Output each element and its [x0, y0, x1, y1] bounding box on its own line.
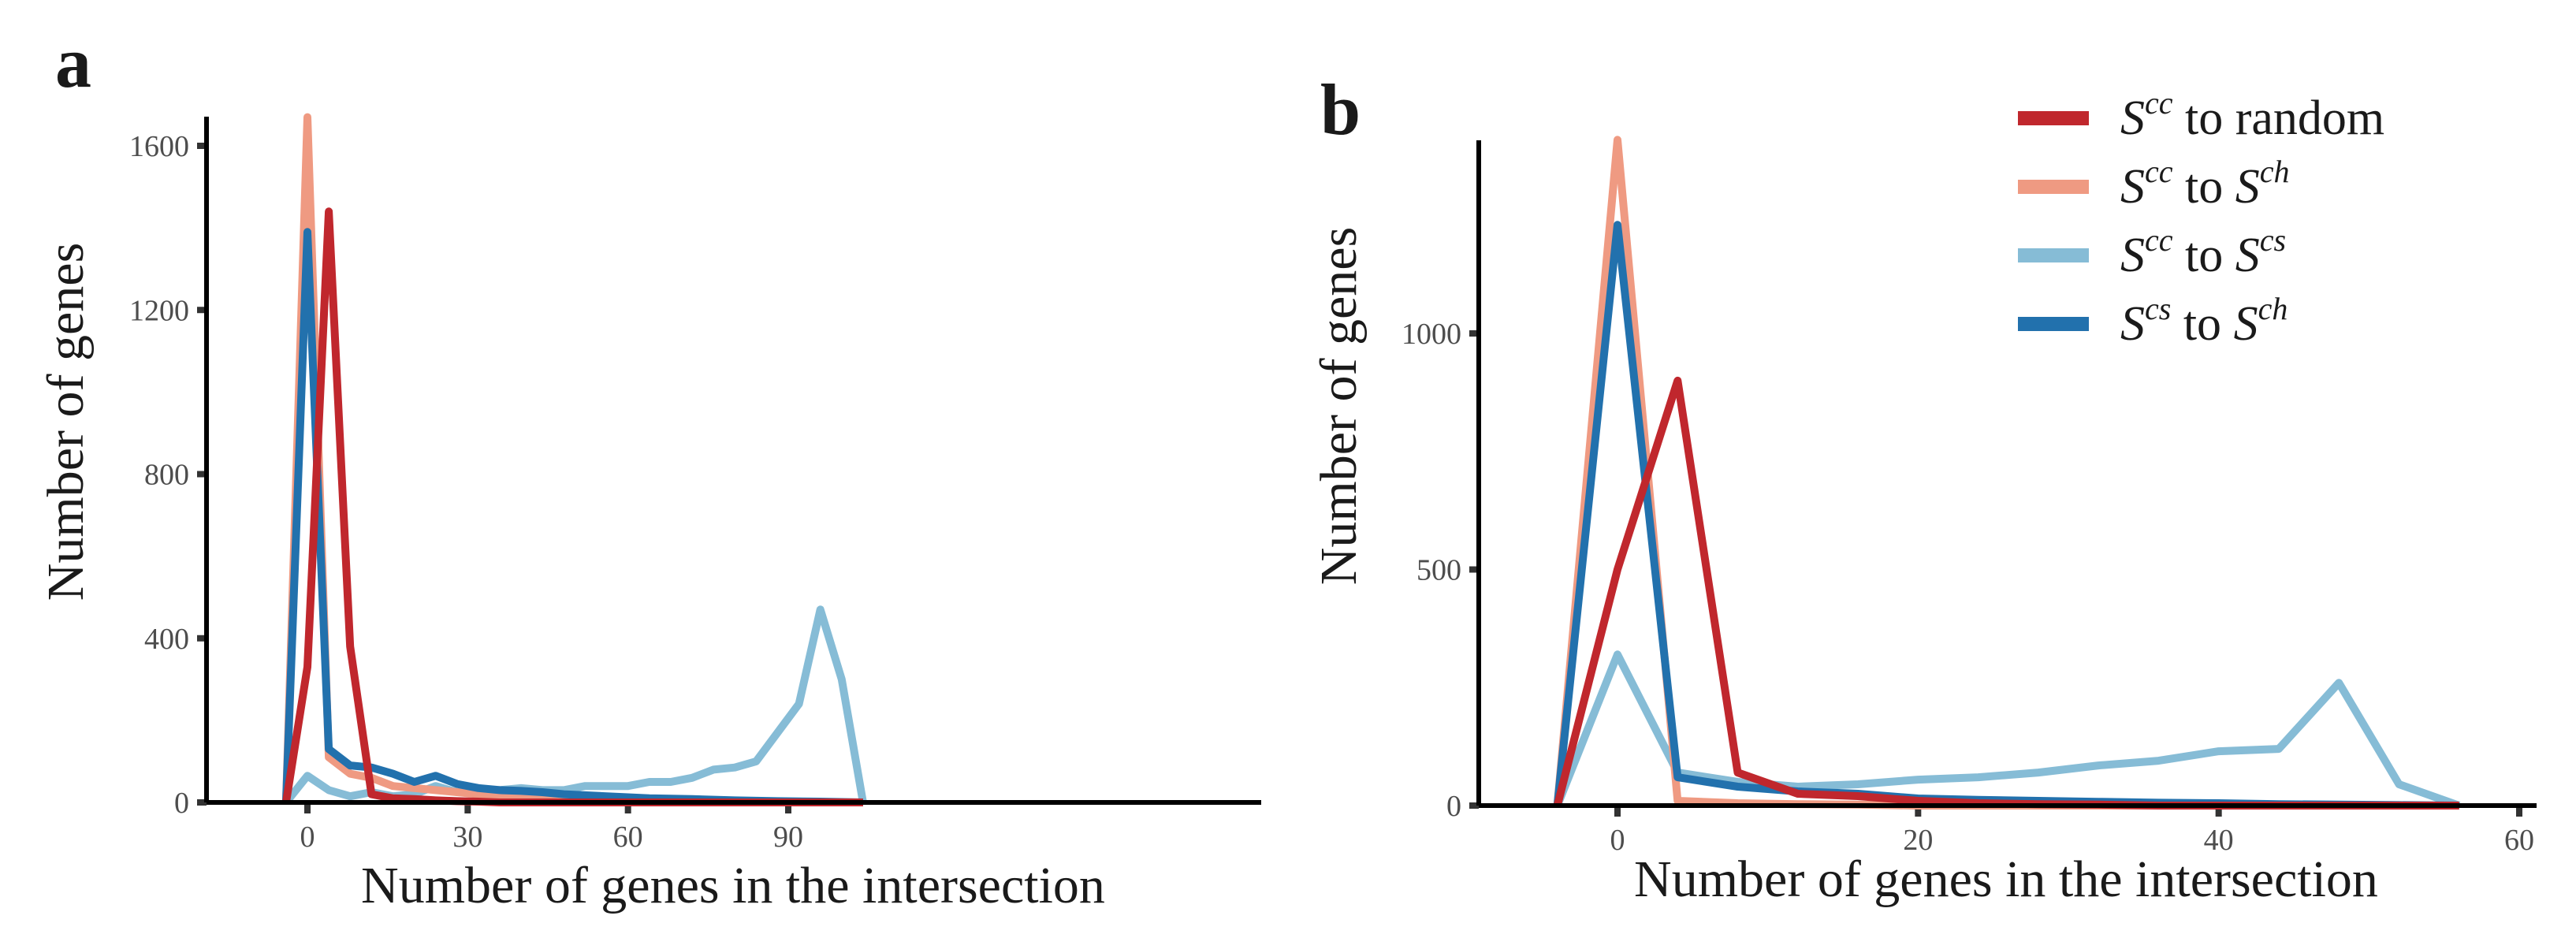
- legend-superscript-target: cs: [2260, 222, 2286, 258]
- panel-b-series-cs-ch: [1553, 221, 2459, 810]
- legend-connector: to: [2173, 229, 2235, 282]
- legend-symbol: S: [2120, 91, 2145, 145]
- legend-connector: to: [2173, 91, 2235, 145]
- legend-superscript: cs: [2145, 291, 2171, 326]
- panel-a: 0 400 800 1200 1600 0 30 60 90 Number of genes i…: [37, 113, 1261, 914]
- panel-b-x-axis-title: Number of genes in the intersection: [1634, 851, 2378, 908]
- panel-a-y-tick-label: 800: [144, 459, 189, 492]
- legend-symbol: S: [2120, 229, 2145, 282]
- panel-a-y-tick-label: 400: [144, 623, 189, 656]
- legend-superscript: cc: [2145, 154, 2173, 189]
- legend-symbol: S: [2120, 160, 2145, 214]
- panel-a-y-tick-label: 1200: [129, 294, 189, 327]
- panel-b-series-cc-cs: [1554, 650, 2461, 810]
- panel-a-series-cc-random: [281, 207, 863, 806]
- panel-b-series-cc-random: [1553, 376, 2459, 810]
- panel-b-series: [1553, 136, 2461, 810]
- panel-a-y-tick-label: 0: [174, 787, 189, 820]
- panel-a-ticks: 0 400 800 1200 1600 0 30 60 90: [129, 130, 803, 854]
- panel-b-ticks: 0 500 1000 0 20 40 60: [1402, 318, 2534, 857]
- panel-b-y-tick-label: 1000: [1402, 318, 1461, 351]
- panel-a-series: [281, 113, 867, 806]
- legend-superscript-target: ch: [2258, 291, 2288, 326]
- panel-a-series-cs-ch: [281, 228, 863, 806]
- panel-b-x-tick-label: 40: [2204, 824, 2234, 857]
- panel-a-x-tick-label: 90: [773, 821, 803, 854]
- legend-label-cc-ch: Scc to Sch: [2120, 154, 2290, 214]
- panel-b-y-tick-label: 500: [1416, 554, 1461, 587]
- panel-a-series-cc-cs: [282, 605, 867, 806]
- legend-label-cc-random: Scc to random: [2120, 85, 2384, 145]
- panel-b-x-tick-label: 20: [1903, 824, 1933, 857]
- panel-a-x-tick-label: 30: [452, 821, 482, 854]
- legend-superscript: cc: [2145, 85, 2173, 121]
- panel-a-x-tick-label: 60: [613, 821, 643, 854]
- panel-a-series-cc-ch: [281, 113, 863, 806]
- panel-b: 0 500 1000 0 20 40 60 Number of genes in the i…: [1310, 136, 2537, 908]
- panel-b-x-tick-label: 0: [1610, 824, 1625, 857]
- legend-symbol-target: S: [2234, 297, 2258, 351]
- legend-symbol: S: [2120, 297, 2145, 351]
- panel-a-x-axis-title: Number of genes in the intersection: [361, 857, 1105, 914]
- panel-a-y-axis-title: Number of genes: [37, 243, 95, 601]
- legend-symbol-target: S: [2235, 160, 2260, 214]
- legend-connector: to: [2173, 160, 2235, 214]
- legend-symbol-target: S: [2235, 229, 2260, 282]
- legend-label-cc-cs: Scc to Scs: [2120, 222, 2286, 282]
- panel-label-b: b: [1320, 69, 1361, 150]
- legend-connector: to: [2171, 297, 2233, 351]
- legend-target-text: random: [2235, 91, 2384, 145]
- legend-superscript-target: ch: [2260, 154, 2290, 189]
- panel-b-y-tick-label: 0: [1446, 790, 1461, 823]
- panel-b-x-tick-label: 60: [2504, 824, 2534, 857]
- panel-a-x-tick-label: 0: [300, 821, 315, 854]
- panel-b-y-axis-title: Number of genes: [1310, 227, 1368, 586]
- panel-a-y-tick-label: 1600: [129, 130, 189, 163]
- panel-label-a: a: [55, 22, 91, 102]
- legend-superscript: cc: [2145, 222, 2173, 258]
- legend-label-cs-ch: Scs to Sch: [2120, 291, 2288, 351]
